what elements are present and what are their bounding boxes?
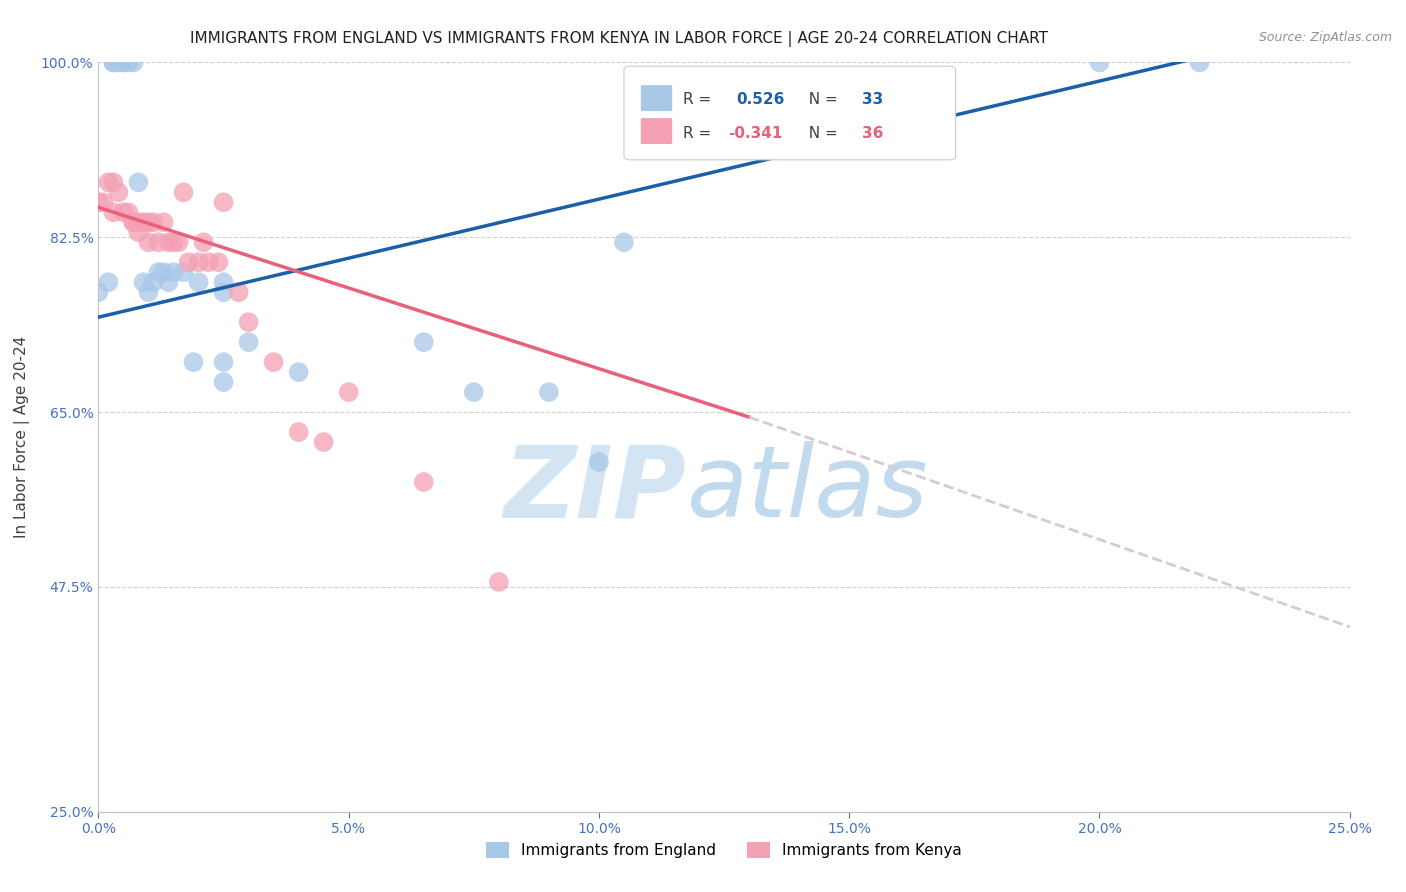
Point [87, 195, 110, 210]
Point [537, 385, 560, 400]
Point [337, 385, 360, 400]
Point [588, 455, 610, 469]
Point [287, 425, 309, 439]
Point [112, 205, 135, 219]
Text: ZIP: ZIP [503, 441, 686, 538]
Point [207, 255, 229, 269]
Point [152, 265, 174, 279]
Text: 36: 36 [862, 126, 883, 141]
Point [138, 215, 160, 229]
Point [127, 175, 149, 189]
Point [138, 285, 160, 300]
Point [157, 275, 180, 289]
Point [162, 265, 184, 279]
Point [187, 275, 209, 289]
Point [212, 275, 235, 289]
Point [107, 186, 129, 200]
Point [238, 315, 260, 329]
Point [197, 255, 219, 269]
Point [122, 55, 145, 70]
Point [132, 215, 155, 229]
FancyBboxPatch shape [641, 119, 672, 144]
Text: atlas: atlas [686, 441, 928, 538]
Point [238, 335, 260, 350]
Legend: Immigrants from England, Immigrants from Kenya: Immigrants from England, Immigrants from… [481, 836, 967, 864]
Point [103, 175, 125, 189]
Point [117, 55, 139, 70]
Point [263, 355, 285, 369]
Point [212, 375, 235, 389]
Point [157, 235, 180, 250]
Point [117, 205, 139, 219]
Text: N =: N = [799, 126, 842, 141]
Point [463, 385, 485, 400]
Text: -0.341: -0.341 [728, 126, 782, 141]
Point [488, 574, 510, 589]
Point [1088, 55, 1111, 70]
Point [173, 186, 195, 200]
Point [228, 285, 250, 300]
Point [132, 275, 155, 289]
Point [148, 265, 170, 279]
Point [1188, 55, 1211, 70]
Point [103, 55, 125, 70]
Point [177, 255, 200, 269]
Point [187, 255, 209, 269]
Point [127, 215, 149, 229]
Point [87, 285, 110, 300]
Point [93, 195, 115, 210]
FancyBboxPatch shape [641, 86, 672, 111]
Point [142, 215, 165, 229]
Point [183, 355, 205, 369]
Text: N =: N = [799, 93, 842, 107]
FancyBboxPatch shape [624, 66, 956, 160]
Point [212, 195, 235, 210]
Y-axis label: In Labor Force | Age 20-24: In Labor Force | Age 20-24 [14, 336, 30, 538]
Point [103, 205, 125, 219]
Text: 0.526: 0.526 [737, 93, 785, 107]
Point [167, 235, 190, 250]
Point [112, 55, 135, 70]
Point [193, 235, 215, 250]
Point [122, 215, 145, 229]
Point [162, 235, 184, 250]
Text: IMMIGRANTS FROM ENGLAND VS IMMIGRANTS FROM KENYA IN LABOR FORCE | AGE 20-24 CORR: IMMIGRANTS FROM ENGLAND VS IMMIGRANTS FR… [190, 31, 1047, 47]
Text: R =: R = [683, 126, 716, 141]
Point [97, 175, 120, 189]
Point [122, 215, 145, 229]
Text: R =: R = [683, 93, 721, 107]
Point [148, 235, 170, 250]
Point [412, 475, 434, 489]
Point [112, 55, 135, 70]
Point [287, 365, 309, 379]
Text: 33: 33 [862, 93, 883, 107]
Point [97, 275, 120, 289]
Point [127, 225, 149, 239]
Point [107, 55, 129, 70]
Text: Source: ZipAtlas.com: Source: ZipAtlas.com [1258, 31, 1392, 45]
Point [173, 265, 195, 279]
Point [312, 435, 335, 450]
Point [613, 235, 636, 250]
Point [212, 285, 235, 300]
Point [152, 215, 174, 229]
Point [142, 275, 165, 289]
Point [212, 355, 235, 369]
Point [138, 235, 160, 250]
Point [412, 335, 434, 350]
Point [103, 55, 125, 70]
